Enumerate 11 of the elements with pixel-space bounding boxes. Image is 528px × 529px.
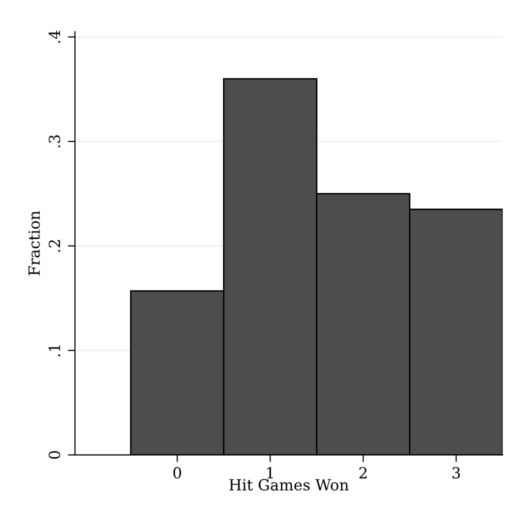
x-tick-label: 2 (359, 467, 367, 478)
y-tick-label: .3 (48, 135, 60, 148)
x-axis-title: Hit Games Won (229, 479, 349, 491)
y-axis-title: Fraction (28, 210, 40, 276)
y-tick-label: .1 (48, 345, 60, 356)
y-tick-label: .4 (48, 30, 60, 43)
x-tick-label: 1 (267, 467, 273, 478)
x-tick-label: 0 (173, 467, 182, 479)
y-tick-label: .2 (48, 240, 60, 252)
y-tick-label: 0 (48, 451, 60, 459)
x-tick-label: 3 (452, 467, 460, 479)
